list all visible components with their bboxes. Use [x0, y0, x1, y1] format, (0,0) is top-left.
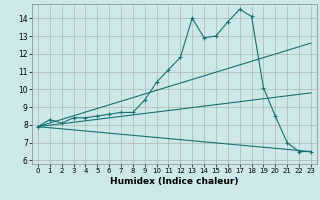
X-axis label: Humidex (Indice chaleur): Humidex (Indice chaleur)	[110, 177, 239, 186]
